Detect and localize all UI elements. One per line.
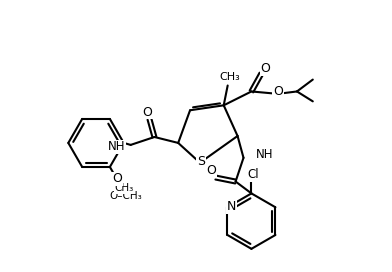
Text: CH₃: CH₃ bbox=[114, 183, 134, 193]
Text: CH₃: CH₃ bbox=[219, 72, 240, 82]
Text: O: O bbox=[206, 164, 216, 177]
Text: O: O bbox=[112, 172, 122, 186]
Text: Cl: Cl bbox=[248, 168, 259, 181]
Text: S: S bbox=[197, 155, 205, 168]
Text: O: O bbox=[112, 172, 122, 186]
Text: N: N bbox=[227, 200, 236, 213]
Text: O: O bbox=[143, 106, 152, 119]
Text: O–CH₃: O–CH₃ bbox=[109, 191, 142, 201]
Text: NH: NH bbox=[108, 140, 126, 153]
Text: NH: NH bbox=[255, 148, 273, 161]
Text: O: O bbox=[260, 62, 270, 75]
Text: O: O bbox=[273, 85, 283, 98]
